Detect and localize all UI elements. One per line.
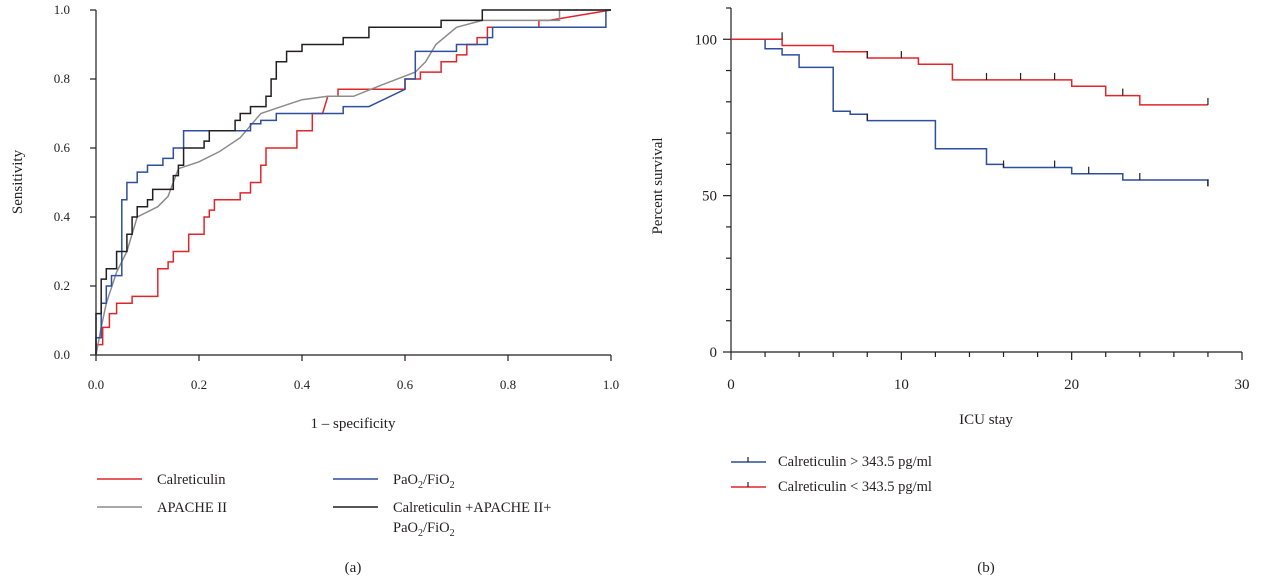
- roc-y-tick-label: 0.4: [54, 209, 71, 224]
- survival-x-tick-label: 30: [1235, 377, 1250, 393]
- survival-y-tick-label: 100: [695, 32, 718, 48]
- survival-series: [731, 32, 1209, 187]
- roc-y-tick-label: 0.2: [54, 278, 70, 293]
- roc-x-tick-label: 0.0: [88, 377, 104, 392]
- roc-x-axis-label: 1 – specificity: [311, 416, 396, 432]
- survival-curve-blue: [731, 38, 1209, 187]
- roc-y-tick-label: 0.0: [54, 347, 70, 362]
- survival-legend: Calreticulin > 343.5 pg/ml Calreticulin …: [731, 454, 932, 495]
- survival-x-tick-label: 0: [727, 377, 735, 393]
- survival-axes: 0 10 20 30 0 50 100: [695, 7, 1250, 393]
- roc-y-tick-label: 0.6: [54, 140, 71, 155]
- roc-x-tick-label: 0.6: [397, 377, 414, 392]
- roc-y-tick-label: 1.0: [54, 2, 70, 17]
- legend-label-combined-line2: PaO2/FiO2: [393, 520, 455, 539]
- roc-x-tick-label: 0.8: [500, 377, 516, 392]
- legend-label-pao2: PaO2/FiO2: [393, 472, 455, 491]
- legend-label-low: Calreticulin < 343.5 pg/ml: [778, 479, 932, 495]
- roc-x-tick-label: 0.2: [191, 377, 207, 392]
- roc-x-tick-label: 0.4: [294, 377, 311, 392]
- survival-curve-red: [731, 38, 1208, 106]
- roc-y-tick-label: 0.8: [54, 71, 70, 86]
- roc-y-axis-label: Sensitivity: [10, 149, 26, 214]
- survival-y-axis-label: Percent survival: [650, 137, 666, 234]
- panel-b-label: (b): [977, 560, 995, 576]
- roc-axes: 0.0 0.2 0.4 0.6 0.8 1.0 0.0 0.2 0.4 0.6 0.8 1.0: [54, 2, 619, 392]
- legend-label-apache: APACHE II: [157, 500, 227, 516]
- survival-x-tick-label: 20: [1064, 377, 1079, 393]
- roc-curve-apache-ii: [95, 9, 611, 356]
- survival-x-axis-label: ICU stay: [959, 412, 1013, 428]
- survival-y-tick-label: 0: [710, 345, 718, 361]
- roc-x-tick-label: 1.0: [603, 377, 619, 392]
- roc-legend: Calreticulin APACHE II PaO2/FiO2 Calreti…: [97, 472, 551, 539]
- panel-a-label: (a): [345, 560, 362, 576]
- legend-label-calreticulin: Calreticulin: [157, 472, 226, 488]
- legend-label-combined-line1: Calreticulin +APACHE II+: [393, 500, 551, 516]
- roc-chart: 0.0 0.2 0.4 0.6 0.8 1.0 0.0 0.2 0.4 0.6 0.8 1.0 1 –…: [10, 2, 619, 576]
- roc-series: [95, 9, 612, 356]
- legend-label-high: Calreticulin > 343.5 pg/ml: [778, 454, 932, 470]
- survival-x-tick-label: 10: [894, 377, 909, 393]
- roc-curve-calreticulin-apache-ii-pao2-fio2: [95, 9, 611, 355]
- roc-curve-calreticulin: [95, 9, 612, 355]
- survival-y-tick-label: 50: [702, 189, 717, 205]
